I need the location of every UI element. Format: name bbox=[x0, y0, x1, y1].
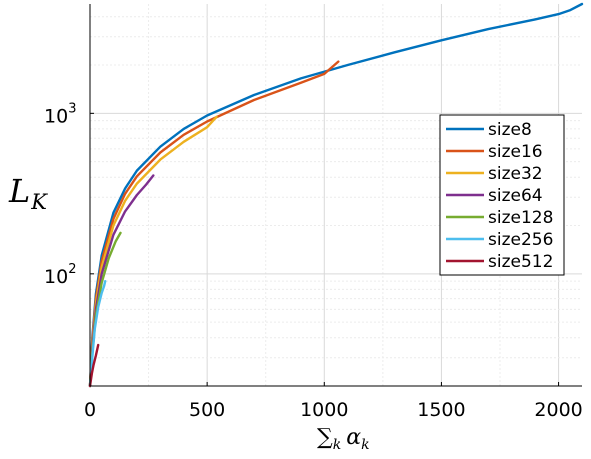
x-tick-label: 0 bbox=[84, 399, 96, 421]
x-tick-label: 1000 bbox=[300, 399, 348, 421]
y-tick-label: 103 bbox=[44, 101, 76, 127]
legend-label-size32: size32 bbox=[488, 164, 543, 184]
series-line-size512 bbox=[88, 343, 100, 388]
legend-label-size128: size128 bbox=[488, 208, 553, 228]
plot-series bbox=[88, 2, 584, 388]
x-axis-label-variable-subscript: k bbox=[361, 437, 369, 453]
y-tick-label: 102 bbox=[44, 262, 76, 288]
y-axis-label-subscript: K bbox=[30, 190, 48, 214]
y-axis-label: LK bbox=[8, 172, 48, 214]
x-axis-label: ∑k αk bbox=[317, 425, 370, 453]
x-axis-label-sum-subscript: k bbox=[333, 437, 341, 453]
y-tick-label-base: 10 bbox=[44, 105, 68, 127]
legend: size8size16size32size64size128size256siz… bbox=[439, 114, 565, 276]
y-axis-label-main: L bbox=[8, 172, 30, 210]
x-tick-label: 500 bbox=[189, 399, 225, 421]
legend-label-size256: size256 bbox=[488, 230, 553, 250]
legend-label-size8: size8 bbox=[488, 120, 532, 140]
legend-label-size64: size64 bbox=[488, 186, 543, 206]
x-tick-label: 2000 bbox=[534, 399, 582, 421]
x-axis-label-sum: ∑ bbox=[317, 425, 333, 450]
legend-label-size512: size512 bbox=[488, 252, 553, 272]
legend-label-size16: size16 bbox=[488, 142, 543, 162]
y-tick-label-base: 10 bbox=[44, 266, 68, 288]
series-line-size256 bbox=[88, 280, 107, 388]
y-tick-label-exponent: 3 bbox=[68, 101, 76, 116]
x-axis-label-variable: α bbox=[346, 425, 361, 450]
axes bbox=[89, 4, 582, 387]
x-tick-label: 1500 bbox=[417, 399, 465, 421]
y-tick-label-exponent: 2 bbox=[68, 262, 76, 277]
series-line-size8 bbox=[88, 2, 584, 388]
